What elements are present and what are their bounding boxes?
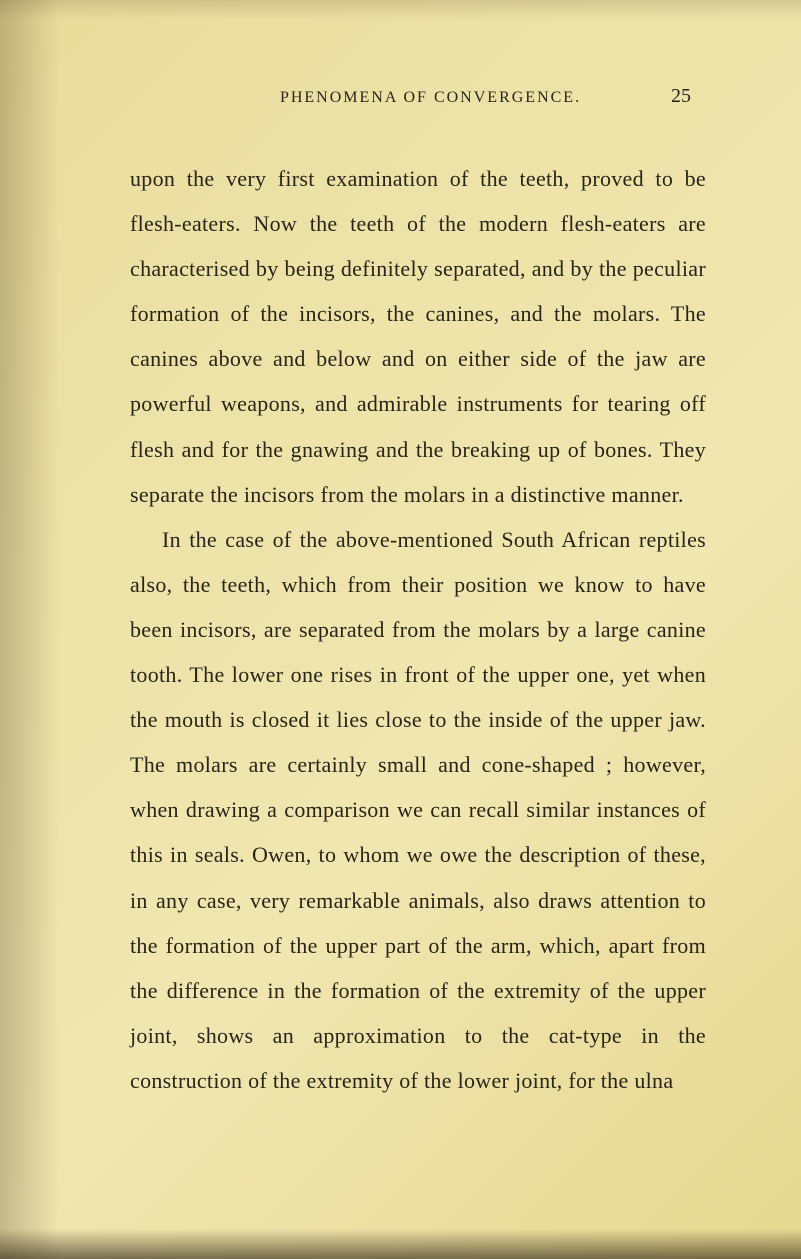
page-header: PHENOMENA OF CONVERGENCE. 25 bbox=[130, 85, 706, 108]
page-container: PHENOMENA OF CONVERGENCE. 25 upon the ve… bbox=[0, 0, 801, 1259]
body-text: upon the very first examination of the t… bbox=[130, 156, 706, 1103]
page-number: 25 bbox=[671, 85, 691, 108]
running-title: PHENOMENA OF CONVERGENCE. bbox=[130, 89, 671, 107]
paragraph-2: In the case of the above-mentioned South… bbox=[130, 517, 706, 1103]
paragraph-1: upon the very first examination of the t… bbox=[130, 156, 706, 517]
